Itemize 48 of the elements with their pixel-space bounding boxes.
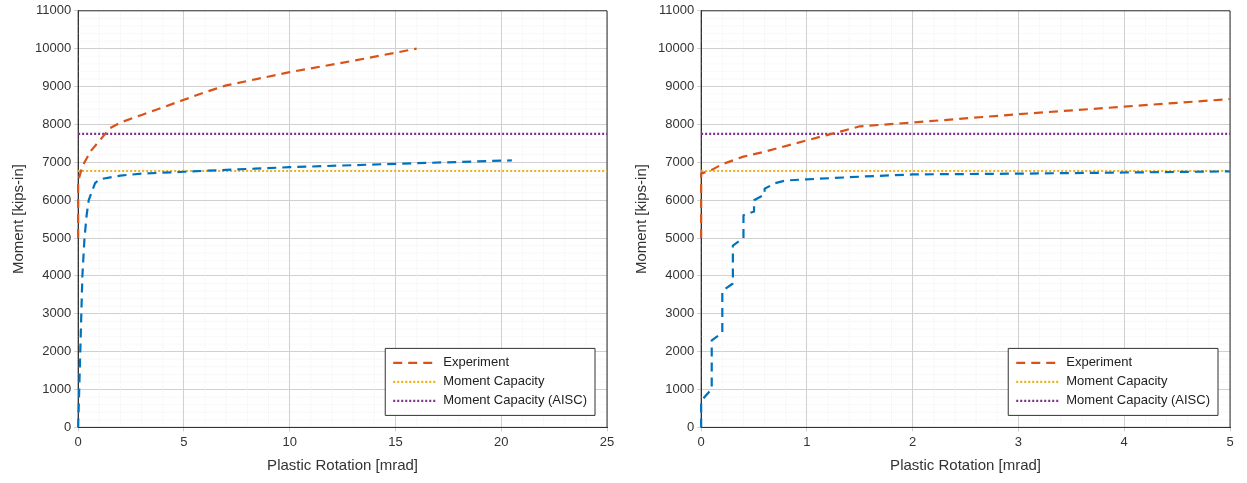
x-axis-title: Plastic Rotation [mrad] bbox=[890, 456, 1042, 474]
x-axis-title: Plastic Rotation [mrad] bbox=[267, 456, 419, 474]
x-tick-label: 0 bbox=[74, 433, 82, 449]
y-axis-title: Moment [kips-in] bbox=[9, 164, 27, 275]
y-tick-label: 10000 bbox=[34, 40, 72, 56]
line-series bbox=[700, 97, 1232, 240]
y-tick-label: 6000 bbox=[42, 191, 72, 207]
legend-label: Moment Capacity bbox=[443, 373, 545, 389]
x-tick-label: 20 bbox=[494, 433, 509, 449]
x-tick-label: 25 bbox=[599, 433, 615, 449]
x-tick-label: 15 bbox=[388, 433, 403, 449]
y-tick-label: 11000 bbox=[658, 2, 695, 18]
y-tick-label: 4000 bbox=[665, 267, 695, 283]
y-tick-label: 8000 bbox=[665, 116, 695, 131]
x-tick-label: 4 bbox=[1120, 433, 1128, 449]
x-tick-label: 10 bbox=[282, 433, 297, 449]
y-tick-label: 2000 bbox=[42, 343, 72, 359]
y-tick-label: 11000 bbox=[35, 2, 72, 18]
line-series bbox=[77, 47, 418, 240]
x-tick-label: 0 bbox=[697, 433, 705, 449]
y-axis-title: Moment [kips-in] bbox=[632, 164, 650, 275]
y-tick-label: 9000 bbox=[42, 78, 72, 94]
y-tick-label: 1000 bbox=[665, 381, 695, 397]
x-tick-label: 5 bbox=[1226, 433, 1234, 449]
y-tick-label: 2000 bbox=[665, 343, 695, 359]
x-tick-label: 2 bbox=[909, 433, 917, 449]
legend-label: Experiment bbox=[443, 354, 510, 370]
legend-label: Moment Capacity (AISC) bbox=[1066, 392, 1210, 408]
y-tick-label: 7000 bbox=[42, 153, 72, 169]
y-tick-label: 3000 bbox=[665, 305, 695, 321]
y-tick-label: 5000 bbox=[42, 229, 72, 245]
y-tick-label: 9000 bbox=[665, 78, 695, 94]
x-tick-label: 5 bbox=[180, 433, 188, 449]
y-tick-label: 10000 bbox=[657, 40, 695, 56]
y-tick-label: 7000 bbox=[665, 153, 695, 169]
y-tick-label: 8000 bbox=[42, 116, 72, 131]
y-tick-label: 0 bbox=[63, 418, 72, 434]
y-tick-label: 6000 bbox=[665, 191, 695, 207]
legend-label: Experiment bbox=[1066, 354, 1133, 370]
y-tick-label: 3000 bbox=[42, 305, 72, 321]
x-tick-label: 1 bbox=[803, 433, 811, 449]
y-tick-label: 1000 bbox=[42, 381, 72, 397]
y-tick-label: 0 bbox=[686, 418, 695, 434]
x-tick-label: 3 bbox=[1014, 433, 1023, 449]
y-tick-label: 4000 bbox=[42, 267, 72, 283]
y-tick-label: 5000 bbox=[665, 229, 695, 245]
legend-label: Moment Capacity bbox=[1066, 373, 1168, 389]
legend-label: Moment Capacity (AISC) bbox=[443, 392, 587, 408]
